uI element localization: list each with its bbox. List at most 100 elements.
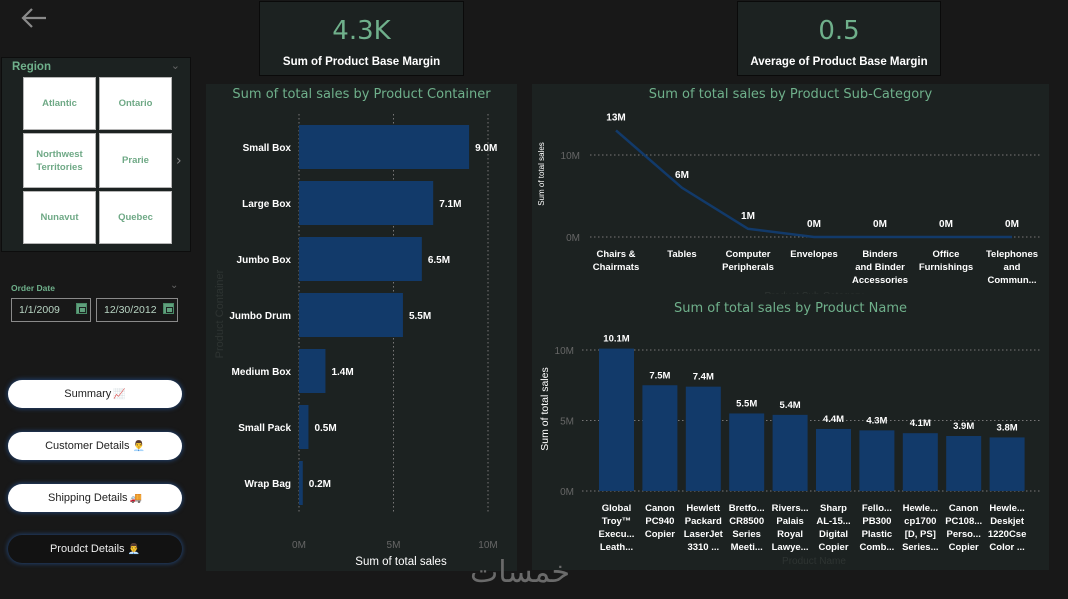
arrow-left-icon[interactable] xyxy=(18,2,50,34)
bar xyxy=(299,405,309,449)
x-category-label: Fello... PB300 Plastic Comb... xyxy=(859,503,894,553)
truck-icon: 🚚 xyxy=(129,492,142,504)
summary-button[interactable]: Summary 📈 xyxy=(8,380,182,408)
start-date-value: 1/1/2009 xyxy=(19,304,60,316)
x-category-label: Telephones and Commun... xyxy=(986,249,1038,286)
data-label: 6.5M xyxy=(428,255,450,266)
y-category-label: Jumbo Box xyxy=(237,255,292,266)
product-name-bar-chart: 0M 5M 10M 10.1M Global Troy™ Execu... Leath... 7… xyxy=(539,334,1042,567)
kpi-label: Average of Product Base Margin xyxy=(750,56,928,68)
data-label: 7.1M xyxy=(439,199,461,210)
data-label: 4.4M xyxy=(823,414,844,425)
customer-details-button-label: Customer Details xyxy=(45,440,130,452)
x-axis-title: Product Name xyxy=(782,556,846,567)
region-tile-ontario[interactable]: Ontario xyxy=(99,77,172,130)
y-axis-title: Sum of total sales xyxy=(539,367,551,450)
data-label: 0.5M xyxy=(314,423,336,434)
y-category-label: Jumbo Drum xyxy=(229,311,291,322)
y-tick-label: 10M xyxy=(561,151,580,162)
x-category-label: Computer Peripherals xyxy=(722,249,774,273)
shipping-details-button[interactable]: Shipping Details 🚚 xyxy=(8,484,182,512)
data-label: 0.2M xyxy=(309,479,331,490)
product-name-chart-panel: Sum of total sales by Product Name 0M 5M 1… xyxy=(532,294,1049,570)
kpi-card-sum-base-margin: 4.3K Sum of Product Base Margin xyxy=(259,1,464,76)
data-label: 0M xyxy=(1005,219,1019,230)
calendar-icon[interactable] xyxy=(163,303,174,314)
customer-details-button[interactable]: Customer Details 👨‍💼 xyxy=(8,432,182,460)
kpi-value: 4.3K xyxy=(332,16,391,46)
bar xyxy=(989,437,1025,491)
data-label: 5.4M xyxy=(780,400,801,411)
bar xyxy=(299,181,434,225)
region-slicer: Region ⌄ Atlantic Ontario Northwest Terr… xyxy=(1,57,191,252)
shipping-details-button-label: Shipping Details xyxy=(48,492,128,504)
x-category-label: Hewle... cp1700 [D, PS] Series... xyxy=(902,503,938,553)
x-category-label: Canon PC940 Copier xyxy=(645,503,675,540)
y-category-label: Medium Box xyxy=(232,367,292,378)
x-tick-label: 0M xyxy=(292,540,306,551)
y-tick-label: 0M xyxy=(560,487,574,498)
bar xyxy=(299,125,470,169)
x-category-label: Hewle... Deskjet 1220Cse Color ... xyxy=(988,503,1027,553)
region-tile-northwest-territories[interactable]: Northwest Territories xyxy=(23,133,96,188)
y-tick-label: 10M xyxy=(555,346,574,357)
chevron-down-icon[interactable]: ⌄ xyxy=(170,59,180,72)
x-category-label: Office Furnishings xyxy=(919,249,973,273)
region-tiles: Atlantic Ontario Northwest Territories P… xyxy=(23,77,172,244)
calendar-icon[interactable] xyxy=(76,303,87,314)
x-category-label: Canon PC108... Perso... Copier xyxy=(945,503,982,553)
region-tile-prarie[interactable]: Prarie xyxy=(99,133,172,188)
product-details-button[interactable]: Proudct Details 👨‍💼 xyxy=(8,535,182,563)
chart-increasing-icon: 📈 xyxy=(113,388,126,400)
person-icon: 👨‍💼 xyxy=(132,440,145,452)
data-label: 1M xyxy=(741,211,755,222)
product-details-button-label: Proudct Details xyxy=(49,543,125,555)
y-tick-label: 0M xyxy=(566,233,580,244)
region-slicer-title: Region xyxy=(12,61,51,73)
x-category-label: Tables xyxy=(667,249,696,260)
y-category-label: Small Box xyxy=(243,143,292,154)
bar xyxy=(299,237,422,281)
bar xyxy=(299,349,326,393)
data-label: 4.3M xyxy=(866,415,887,426)
chevron-right-icon[interactable]: › xyxy=(176,153,182,169)
data-label: 1.4M xyxy=(331,367,353,378)
bar xyxy=(299,461,303,505)
data-label: 3.9M xyxy=(953,421,974,432)
data-label: 7.5M xyxy=(649,370,670,381)
x-category-label: Global Troy™ Execu... Leath... xyxy=(599,503,635,553)
bar xyxy=(946,436,982,491)
bar xyxy=(685,386,721,491)
x-category-label: Hewlett Packard LaserJet 3310 ... xyxy=(684,503,724,553)
x-tick-label: 5M xyxy=(387,540,401,551)
x-category-label: Sharp AL-15... Digital Copier xyxy=(816,503,850,553)
end-date-input[interactable]: 12/30/2012 xyxy=(96,298,178,322)
y-category-label: Large Box xyxy=(242,199,291,210)
bar xyxy=(902,433,938,491)
data-label: 6M xyxy=(675,170,689,181)
kpi-label: Sum of Product Base Margin xyxy=(282,56,441,68)
x-tick-label: 10M xyxy=(478,540,497,551)
x-category-label: Rivers... Palais Royal Lawye... xyxy=(772,503,809,553)
region-tile-quebec[interactable]: Quebec xyxy=(99,191,172,244)
person-icon: 👨‍💼 xyxy=(127,543,141,555)
chart-title: Sum of total sales by Product Container xyxy=(232,87,491,102)
y-axis-title: Product Container xyxy=(214,269,226,358)
subcategory-chart-panel: Sum of total sales by Product Sub-Catego… xyxy=(532,84,1049,294)
y-category-label: Small Pack xyxy=(238,423,291,434)
data-label: 7.4M xyxy=(693,372,714,383)
start-date-input[interactable]: 1/1/2009 xyxy=(11,298,91,322)
y-tick-label: 5M xyxy=(560,417,574,428)
bar xyxy=(599,348,634,491)
bar xyxy=(299,293,403,337)
kpi-value: 0.5 xyxy=(818,16,860,46)
data-label: 4.1M xyxy=(910,418,931,429)
order-date-label: Order Date xyxy=(11,283,55,293)
end-date-value: 12/30/2012 xyxy=(104,304,157,316)
y-category-label: Wrap Bag xyxy=(245,479,292,490)
x-axis-title: Product Sub-Category xyxy=(765,291,864,294)
chevron-down-icon[interactable]: ⌄ xyxy=(170,280,179,291)
region-tile-nunavut[interactable]: Nunavut xyxy=(23,191,96,244)
region-tile-atlantic[interactable]: Atlantic xyxy=(23,77,96,130)
y-axis-title: Sum of total sales xyxy=(537,142,546,206)
